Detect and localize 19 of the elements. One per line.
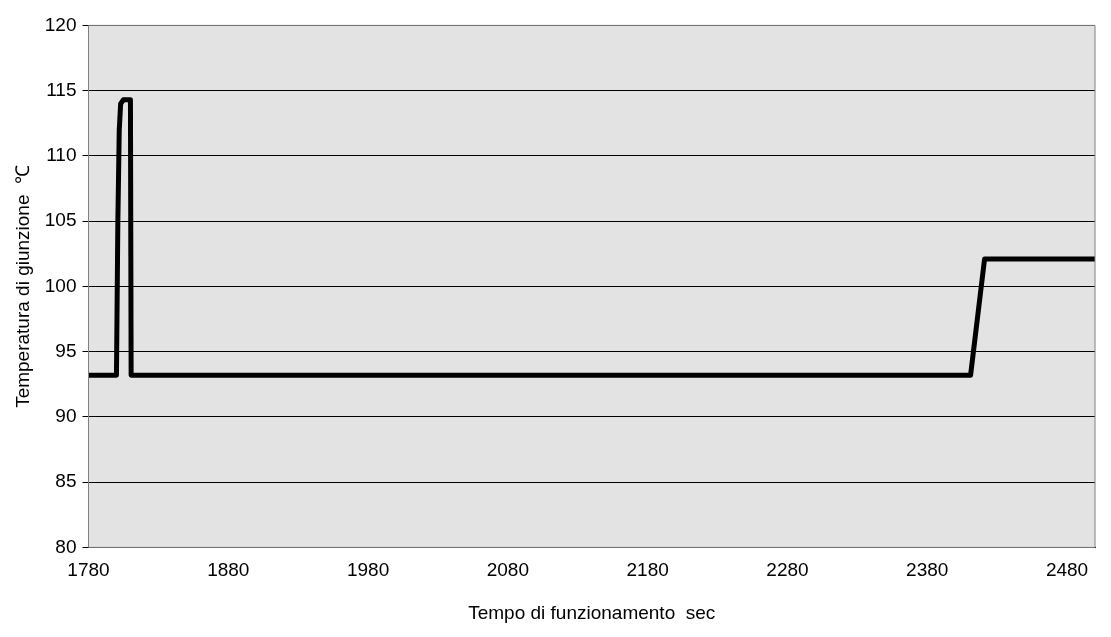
y-tick-label: 105 [44, 209, 77, 231]
x-tick-label: 2480 [1045, 559, 1089, 581]
y-tick-label: 110 [46, 144, 77, 166]
y-axis-title: Temperatura di giunzione ℃ [11, 164, 33, 408]
y-tick-label: 95 [55, 339, 77, 361]
x-tick-label: 2380 [906, 559, 949, 581]
y-tick-label: 100 [44, 274, 77, 296]
x-tick-label: 1880 [207, 559, 250, 581]
y-tick-label: 90 [55, 405, 77, 427]
x-tick-label: 2280 [766, 559, 809, 581]
x-tick-label: 1780 [67, 559, 110, 581]
y-tick-label: 80 [55, 535, 77, 557]
x-tick-label: 2180 [626, 559, 669, 581]
y-tick-label: 115 [46, 78, 77, 100]
x-tick-label: 2080 [486, 559, 530, 581]
y-tick-label: 120 [44, 13, 77, 35]
x-tick-label: 1980 [346, 559, 390, 581]
y-tick-label: 85 [55, 470, 77, 492]
x-axis-title: Tempo di funzionamento sec [468, 601, 716, 623]
